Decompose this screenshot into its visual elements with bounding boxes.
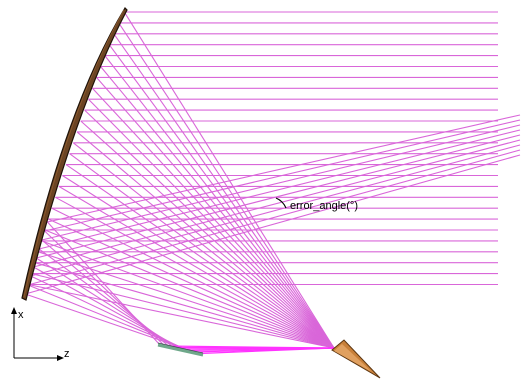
reflected-ray bbox=[65, 164, 335, 349]
detector-ray bbox=[33, 266, 186, 351]
error-angle-label: error_angle(°) bbox=[290, 200, 358, 212]
detector-ray-bundle bbox=[25, 221, 335, 355]
feed-horn-shade bbox=[334, 344, 372, 372]
detector-plate bbox=[157, 343, 204, 357]
x-axis-arrow bbox=[11, 307, 17, 314]
tilted-ray bbox=[30, 144, 521, 277]
reflected-ray bbox=[96, 77, 335, 349]
reflected-ray bbox=[27, 283, 335, 349]
reflected-ray bbox=[108, 44, 335, 349]
reflected-ray bbox=[123, 11, 335, 349]
z-axis-arrow bbox=[57, 355, 64, 361]
reflected-ray bbox=[62, 175, 335, 349]
reflected-ray bbox=[100, 66, 335, 349]
tilted-ray bbox=[47, 114, 521, 223]
parabolic-mirror bbox=[21, 7, 128, 301]
tilted-ray bbox=[25, 154, 521, 295]
horn-ray bbox=[199, 347, 335, 355]
reflected-ray bbox=[55, 196, 335, 349]
error-angle-arc bbox=[275, 197, 287, 209]
detector-ray bbox=[30, 275, 191, 353]
detector-plate-edge bbox=[157, 342, 204, 354]
reflected-ray bbox=[48, 218, 335, 349]
tilted-ray bbox=[36, 134, 521, 259]
reflected-ray bbox=[92, 87, 335, 349]
coordinate-axes: x z bbox=[11, 307, 70, 361]
reflected-ray bbox=[51, 207, 335, 349]
reflected-ray bbox=[113, 33, 335, 349]
x-axis-label: x bbox=[18, 309, 24, 321]
reflected-ray bbox=[104, 55, 335, 349]
parallel-ray-bundle bbox=[28, 11, 498, 286]
reflected-ray bbox=[88, 98, 335, 349]
reflected-ray bbox=[84, 109, 335, 349]
reflected-ray bbox=[72, 142, 335, 349]
reflected-ray bbox=[41, 240, 335, 349]
reflected-ray bbox=[34, 262, 335, 349]
reflected-ray bbox=[58, 185, 335, 349]
reflected-ray bbox=[69, 153, 335, 349]
reflected-ray bbox=[80, 120, 335, 349]
detector-ray bbox=[27, 284, 196, 354]
tilted-ray bbox=[33, 139, 521, 268]
tilted-ray bbox=[44, 119, 521, 232]
tilted-ray bbox=[38, 129, 521, 250]
focused-ray-bundle bbox=[27, 11, 335, 349]
detector-ray bbox=[25, 293, 201, 355]
z-axis-label: z bbox=[64, 348, 70, 360]
tilted-ray bbox=[27, 149, 521, 286]
reflected-ray bbox=[76, 131, 335, 349]
tilted-ray bbox=[41, 124, 521, 241]
reflected-ray bbox=[44, 229, 335, 349]
reflected-ray bbox=[37, 251, 335, 349]
tilted-ray-bundle bbox=[25, 114, 521, 295]
reflected-ray bbox=[118, 22, 335, 349]
reflected-ray bbox=[31, 273, 335, 349]
mirror-rim-highlight bbox=[23, 9, 125, 298]
